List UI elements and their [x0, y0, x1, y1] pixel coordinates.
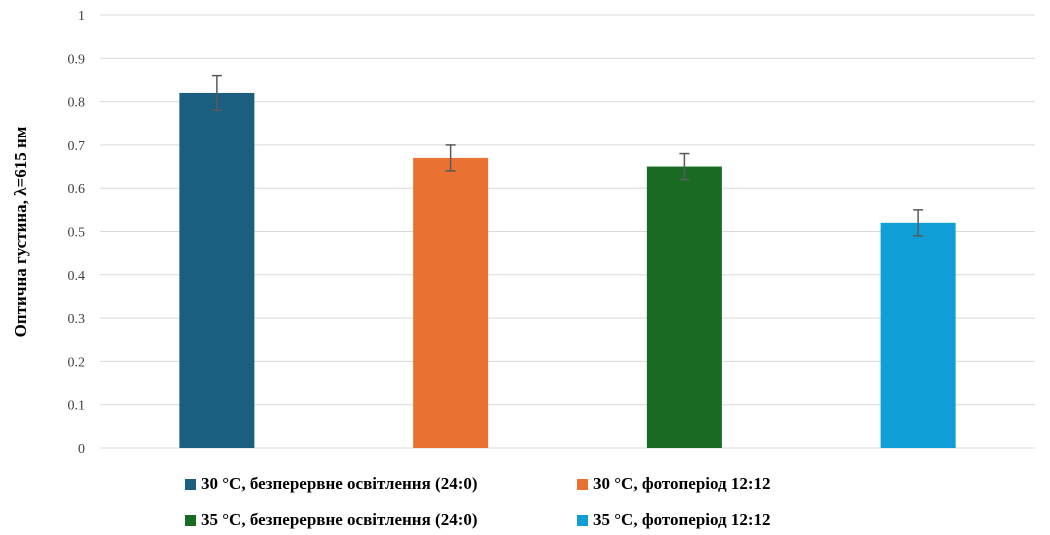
error-bar-4: [913, 209, 924, 237]
bar-1: [179, 92, 255, 448]
legend-item-2: 30 °С, фотоперіод 12:12: [577, 474, 771, 494]
legend-item-4: 35 °С, фотоперіод 12:12: [577, 510, 771, 530]
y-tick-label: 1: [78, 9, 85, 24]
legend-label-2: 30 °С, фотоперіод 12:12: [593, 474, 771, 493]
legend-item-1: 30 °С, безперервне освітлення (24:0): [185, 474, 478, 494]
y-tick-label: 0.1: [68, 399, 86, 414]
legend-swatch-4: [577, 514, 588, 526]
bar-chart: 0 0.1 0.2 0.3 0.4 0.5 0.6 0.7 0.8 0.9 1 Оптична гу…: [11, 9, 1035, 457]
y-tick-label: 0: [78, 442, 85, 457]
y-tick-label: 0.3: [68, 312, 86, 327]
y-tick-label: 0.8: [68, 96, 86, 111]
y-tick-label: 0.9: [68, 52, 86, 67]
bars: [179, 92, 956, 449]
error-bars: [211, 74, 924, 237]
y-tick-label: 0.6: [68, 182, 86, 197]
y-tick-label: 0.2: [68, 355, 86, 370]
error-bar-3: [679, 152, 690, 181]
legend-item-3: 35 °С, безперервне освітлення (24:0): [185, 510, 478, 530]
legend-swatch-1: [185, 478, 196, 490]
y-tick-label: 0.4: [68, 269, 86, 284]
legend-label-4: 35 °С, фотоперіод 12:12: [593, 510, 771, 529]
legend-label-1: 30 °С, безперервне освітлення (24:0): [201, 474, 478, 493]
legend-label-3: 35 °С, безперервне освітлення (24:0): [201, 510, 478, 529]
error-bar-2: [445, 144, 456, 172]
error-bar-1: [211, 74, 222, 112]
y-axis-label: Оптична густина, λ=615 нм: [11, 126, 30, 337]
bar-2: [413, 157, 489, 448]
bar-3: [646, 166, 722, 449]
legend-swatch-2: [577, 478, 588, 490]
y-axis-ticks: 0 0.1 0.2 0.3 0.4 0.5 0.6 0.7 0.8 0.9 1: [68, 9, 86, 457]
y-tick-label: 0.5: [68, 226, 86, 241]
gridlines: [100, 14, 1035, 449]
y-tick-label: 0.7: [68, 139, 86, 154]
bar-4: [880, 222, 956, 448]
legend-swatch-3: [185, 514, 196, 526]
